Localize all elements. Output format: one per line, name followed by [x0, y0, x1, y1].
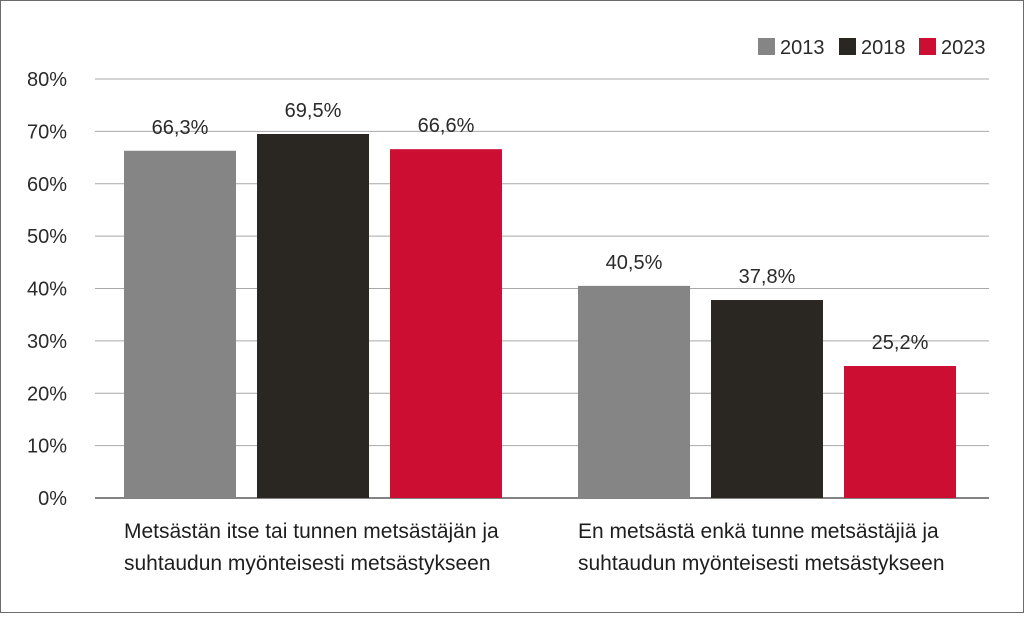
legend-swatch-2013 — [758, 38, 775, 55]
legend-label-2023: 2023 — [941, 37, 986, 59]
data-label: 69,5% — [285, 100, 342, 122]
bar-2018-group-1 — [257, 133, 369, 498]
legend: 2013 2018 2023 — [758, 37, 986, 59]
data-labels: 66,3% 40,5% 69,5% 37,8% 66,6% 25,2% — [152, 100, 929, 354]
bar-2018-group-2 — [711, 300, 823, 498]
bars — [124, 133, 956, 498]
y-tick-label: 10% — [27, 436, 67, 458]
data-label: 40,5% — [606, 252, 663, 274]
data-label: 37,8% — [739, 266, 796, 288]
y-axis-ticks: 0% 10% 20% 30% 40% 50% 60% 70% 80% — [27, 69, 67, 510]
y-tick-label: 60% — [27, 174, 67, 196]
data-label: 66,3% — [152, 117, 209, 139]
y-tick-label: 80% — [27, 69, 67, 91]
category-label: suhtaudun myönteisesti metsästykseen — [578, 552, 945, 575]
category-label: En metsästä enkä tunne metsästäjiä ja — [578, 520, 939, 543]
legend-swatch-2023 — [919, 38, 936, 55]
legend-label-2018: 2018 — [861, 37, 906, 59]
data-label: 66,6% — [418, 115, 475, 137]
legend-swatch-2018 — [839, 38, 856, 55]
category-label: suhtaudun myönteisesti metsästykseen — [124, 552, 491, 575]
bar-2013-group-1 — [124, 150, 236, 498]
legend-label-2013: 2013 — [780, 37, 825, 59]
bar-2023-group-2 — [844, 366, 956, 498]
gridlines — [95, 78, 989, 499]
y-tick-label: 70% — [27, 121, 67, 143]
y-tick-label: 30% — [27, 331, 67, 353]
y-tick-label: 0% — [38, 488, 67, 510]
y-tick-label: 40% — [27, 279, 67, 301]
bar-2013-group-2 — [578, 285, 690, 498]
x-axis-categories: Metsästän itse tai tunnen metsästäjän ja… — [124, 520, 945, 575]
y-tick-label: 20% — [27, 383, 67, 405]
y-tick-label: 50% — [27, 226, 67, 248]
data-label: 25,2% — [872, 332, 929, 354]
category-label: Metsästän itse tai tunnen metsästäjän ja — [124, 520, 499, 543]
bar-2023-group-1 — [390, 149, 502, 498]
